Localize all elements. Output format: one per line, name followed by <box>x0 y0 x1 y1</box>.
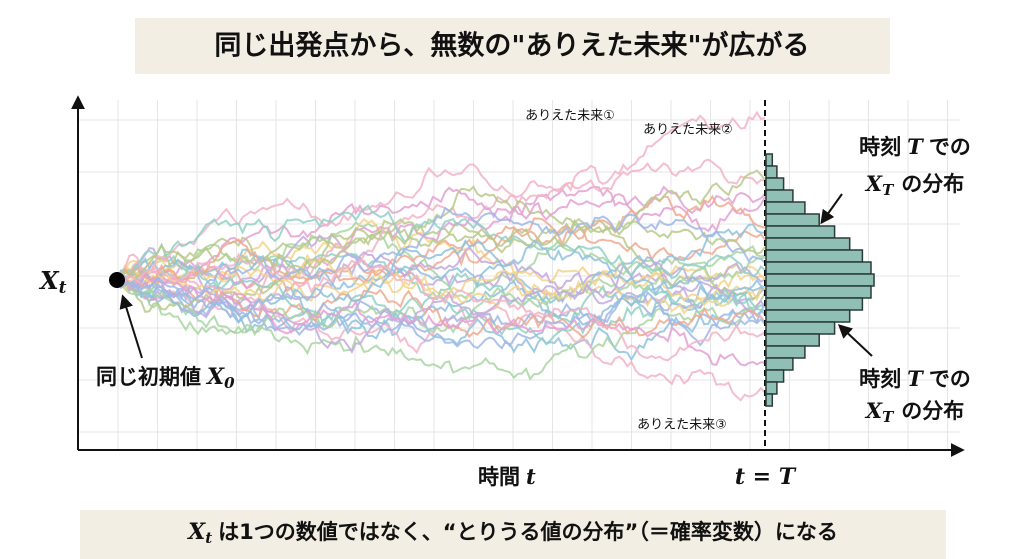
var: X <box>186 519 206 545</box>
text: での <box>929 367 971 391</box>
path-line <box>116 217 766 293</box>
var: X <box>205 364 225 390</box>
sub: 0 <box>224 374 235 392</box>
hist-bar <box>765 297 864 311</box>
hist-bar <box>765 309 851 323</box>
text: 時刻 <box>859 367 901 391</box>
dist-note-line: XT の分布 <box>864 398 964 427</box>
path-line <box>116 273 766 350</box>
hist-bar <box>765 153 774 167</box>
text: は1つの数値ではなく、“とりうる値の分布”（＝確率変数）になる <box>218 520 838 544</box>
path-line <box>116 253 766 307</box>
path-line <box>116 206 766 301</box>
dist-note-line: 時刻 T での <box>859 366 971 392</box>
footer-box <box>80 510 946 559</box>
hist-bar <box>765 357 794 371</box>
hist-bar <box>765 201 806 215</box>
dist-note: 時刻 T での XT の分布 時刻 T での XT の分布 <box>859 134 971 427</box>
path-line <box>116 264 766 329</box>
path-line <box>116 279 766 381</box>
hist-bar <box>765 225 836 239</box>
hist-bar <box>765 321 836 335</box>
sub: t <box>205 529 212 547</box>
hist-bar <box>765 189 794 203</box>
footer: Xt は1つの数値ではなく、“とりうる値の分布”（＝確率変数）になる <box>186 519 838 547</box>
var: X <box>38 266 60 295</box>
hist-bar <box>765 369 785 383</box>
hist-bar <box>765 333 820 347</box>
start-point <box>109 272 125 288</box>
text: の分布 <box>901 399 964 423</box>
path-label: ありえた未来③ <box>637 418 727 433</box>
arrow <box>820 193 843 225</box>
histogram <box>765 153 875 407</box>
text: 同じ初期値 <box>96 365 201 389</box>
title-box <box>135 18 890 74</box>
dist-note-line: XT の分布 <box>864 171 964 200</box>
sub: T <box>882 408 895 426</box>
path-line <box>116 169 766 281</box>
dist-note-line: 時刻 T での <box>859 134 971 160</box>
path-line <box>116 260 766 354</box>
var: X <box>864 171 883 196</box>
path-line <box>116 256 766 334</box>
path-line <box>116 204 766 281</box>
hist-bar <box>765 213 820 227</box>
hist-bar <box>765 177 785 191</box>
hist-bar <box>765 381 778 395</box>
path-line <box>116 158 766 281</box>
hist-bar <box>765 237 851 251</box>
text: での <box>929 135 971 159</box>
text: 時間 <box>478 465 520 489</box>
sub: T <box>882 181 895 199</box>
text: の分布 <box>901 172 964 196</box>
path-line <box>116 186 766 287</box>
x-label: 時間 t <box>478 464 536 490</box>
path-line <box>116 269 766 367</box>
arrow <box>119 294 143 359</box>
path-line <box>116 252 766 362</box>
var: t <box>526 464 536 489</box>
text: 時刻 <box>859 135 901 159</box>
var: T <box>907 366 924 391</box>
hist-bar <box>765 285 872 299</box>
var: X <box>864 398 883 423</box>
path-label: ありえた未来① <box>525 109 615 124</box>
paths <box>116 110 766 402</box>
y-label: Xt <box>38 266 67 298</box>
hist-bar <box>765 345 806 359</box>
title: 同じ出発点から、無数の"ありえた未来"が広がる <box>214 30 809 62</box>
hist-bar <box>765 393 774 407</box>
end-label: t = T <box>735 464 797 490</box>
sub: t <box>59 278 67 298</box>
path-label: ありえた未来② <box>643 123 733 138</box>
arrow <box>837 324 873 357</box>
path-line <box>116 239 766 324</box>
hist-bar <box>765 165 778 179</box>
hist-bar <box>765 249 864 263</box>
start-note: 同じ初期値 X0 <box>96 364 235 392</box>
hist-bar <box>765 273 875 287</box>
var: T <box>907 134 924 159</box>
hist-bar <box>765 261 872 275</box>
